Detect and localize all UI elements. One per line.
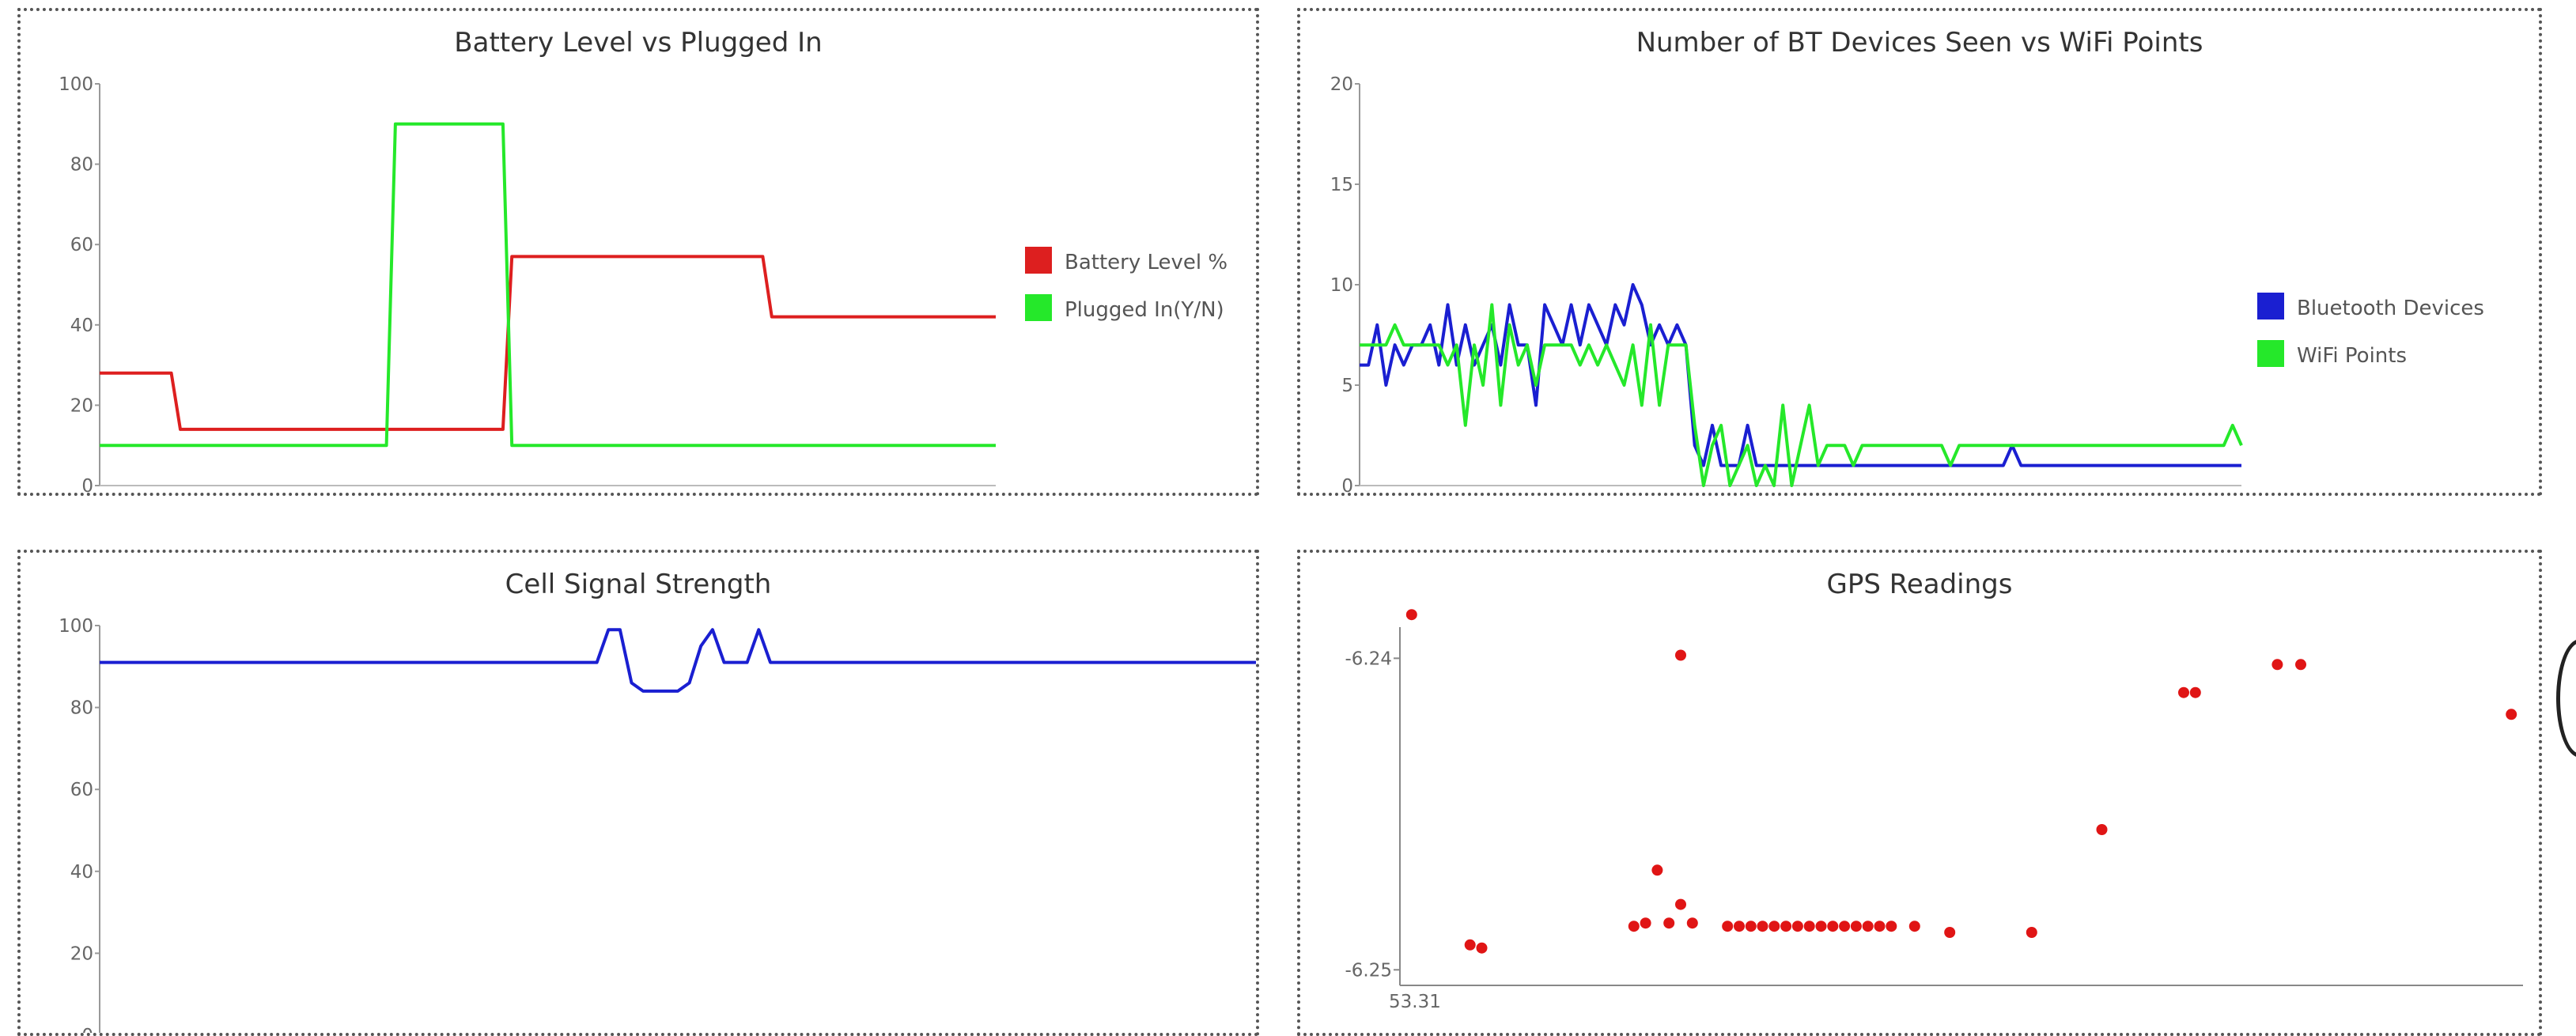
gps-point — [1850, 921, 1862, 932]
gps-point — [1663, 917, 1675, 929]
gps-point — [1908, 921, 1920, 932]
bt-wifi-chart-panel: Number of BT Devices Seen vs WiFi Points… — [1297, 8, 2542, 496]
chart-title: Cell Signal Strength — [505, 569, 772, 600]
series-line-bluetooth-devices — [1360, 283, 2241, 467]
series-line-battery-level — [100, 255, 996, 431]
decorative-arc — [2556, 639, 2576, 758]
y-tick-label: 10 — [1330, 275, 1353, 296]
legend-label: Bluetooth Devices — [2297, 297, 2484, 320]
gps-point — [1780, 921, 1792, 932]
gps-point — [2096, 824, 2108, 835]
gps-point — [1839, 921, 1851, 932]
y-tick-label: 20 — [1330, 74, 1353, 95]
chart-title: Battery Level vs Plugged In — [454, 27, 823, 59]
y-tick-label: 80 — [70, 698, 93, 719]
gps-point — [1862, 921, 1874, 932]
legend-label: Battery Level % — [1065, 251, 1227, 274]
bt-wifi-chart: 0 5 10 15 20 Bluetooth Devices WiFi Points — [1330, 74, 2484, 493]
y-tick-label: 40 — [70, 862, 93, 883]
gps-point — [1791, 921, 1803, 932]
legend-swatch — [1025, 247, 1052, 274]
cell-signal-chart: 0 20 40 60 80 100 — [59, 616, 1256, 1033]
gps-point — [2506, 709, 2517, 720]
y-tick-label: 20 — [70, 395, 93, 416]
gps-point — [1827, 921, 1839, 932]
legend-label: Plugged In(Y/N) — [1065, 298, 1224, 322]
gps-point — [1722, 921, 1734, 932]
gps-point — [2178, 686, 2189, 698]
gps-point — [1803, 921, 1815, 932]
x-tick-label: 53.31 — [1389, 992, 1441, 1012]
gps-point — [1815, 921, 1827, 932]
gps-point — [1405, 609, 1417, 621]
series-line-wifi-points — [1360, 303, 2243, 487]
gps-point — [1757, 921, 1768, 932]
legend-swatch — [1025, 294, 1052, 321]
y-tick-label: 80 — [70, 155, 93, 176]
chart-title: Number of BT Devices Seen vs WiFi Points — [1636, 27, 2203, 59]
y-tick-label: 0 — [1341, 476, 1353, 493]
y-tick-label: 40 — [70, 316, 93, 336]
gps-readings-chart-panel: GPS Readings -6.24 -6.25 53.31 — [1297, 550, 2542, 1036]
gps-point — [1886, 921, 1897, 932]
battery-chart-panel: Battery Level vs Plugged In 0 20 40 60 80 100… — [17, 8, 1259, 496]
y-tick-label: 0 — [81, 1026, 93, 1033]
gps-point — [2295, 659, 2306, 671]
y-tick-label: -6.25 — [1345, 960, 1392, 981]
gps-point — [2189, 686, 2201, 698]
battery-chart: 0 20 40 60 80 100 Battery Level % Plugged In(Y/… — [59, 74, 1227, 493]
gps-point — [2026, 927, 2037, 938]
gps-point — [1464, 939, 1476, 951]
series-line-series-0 — [100, 628, 1256, 693]
legend-swatch — [2257, 340, 2284, 367]
y-tick-label: 60 — [70, 235, 93, 255]
gps-point — [1675, 898, 1686, 910]
y-tick-label: 15 — [1330, 175, 1353, 195]
gps-chart: -6.24 -6.25 53.31 — [1345, 609, 2523, 1012]
y-tick-label: 0 — [81, 476, 93, 493]
y-tick-label: 5 — [1341, 376, 1353, 396]
gps-point — [1640, 917, 1651, 929]
legend-swatch — [2257, 293, 2284, 319]
y-tick-label: 100 — [59, 74, 93, 95]
y-tick-label: 60 — [70, 780, 93, 800]
y-tick-label: -6.24 — [1345, 648, 1392, 669]
gps-point — [1768, 921, 1780, 932]
gps-point — [1651, 864, 1663, 876]
y-tick-label: 20 — [70, 943, 93, 964]
gps-point — [1675, 649, 1686, 661]
chart-title: GPS Readings — [1826, 569, 2013, 600]
gps-point — [1944, 927, 1956, 938]
legend-label: WiFi Points — [2297, 344, 2407, 368]
gps-point — [1476, 942, 1488, 954]
gps-point — [1734, 921, 1745, 932]
gps-point — [2271, 659, 2283, 671]
gps-point — [1686, 917, 1698, 929]
gps-point — [1745, 921, 1757, 932]
gps-point — [1874, 921, 1886, 932]
series-line-plugged-in-y-n — [100, 122, 996, 448]
gps-point — [1628, 921, 1640, 932]
y-tick-label: 100 — [59, 616, 93, 637]
cell-signal-chart-panel: Cell Signal Strength 0 20 40 60 80 100 — [17, 550, 1259, 1036]
